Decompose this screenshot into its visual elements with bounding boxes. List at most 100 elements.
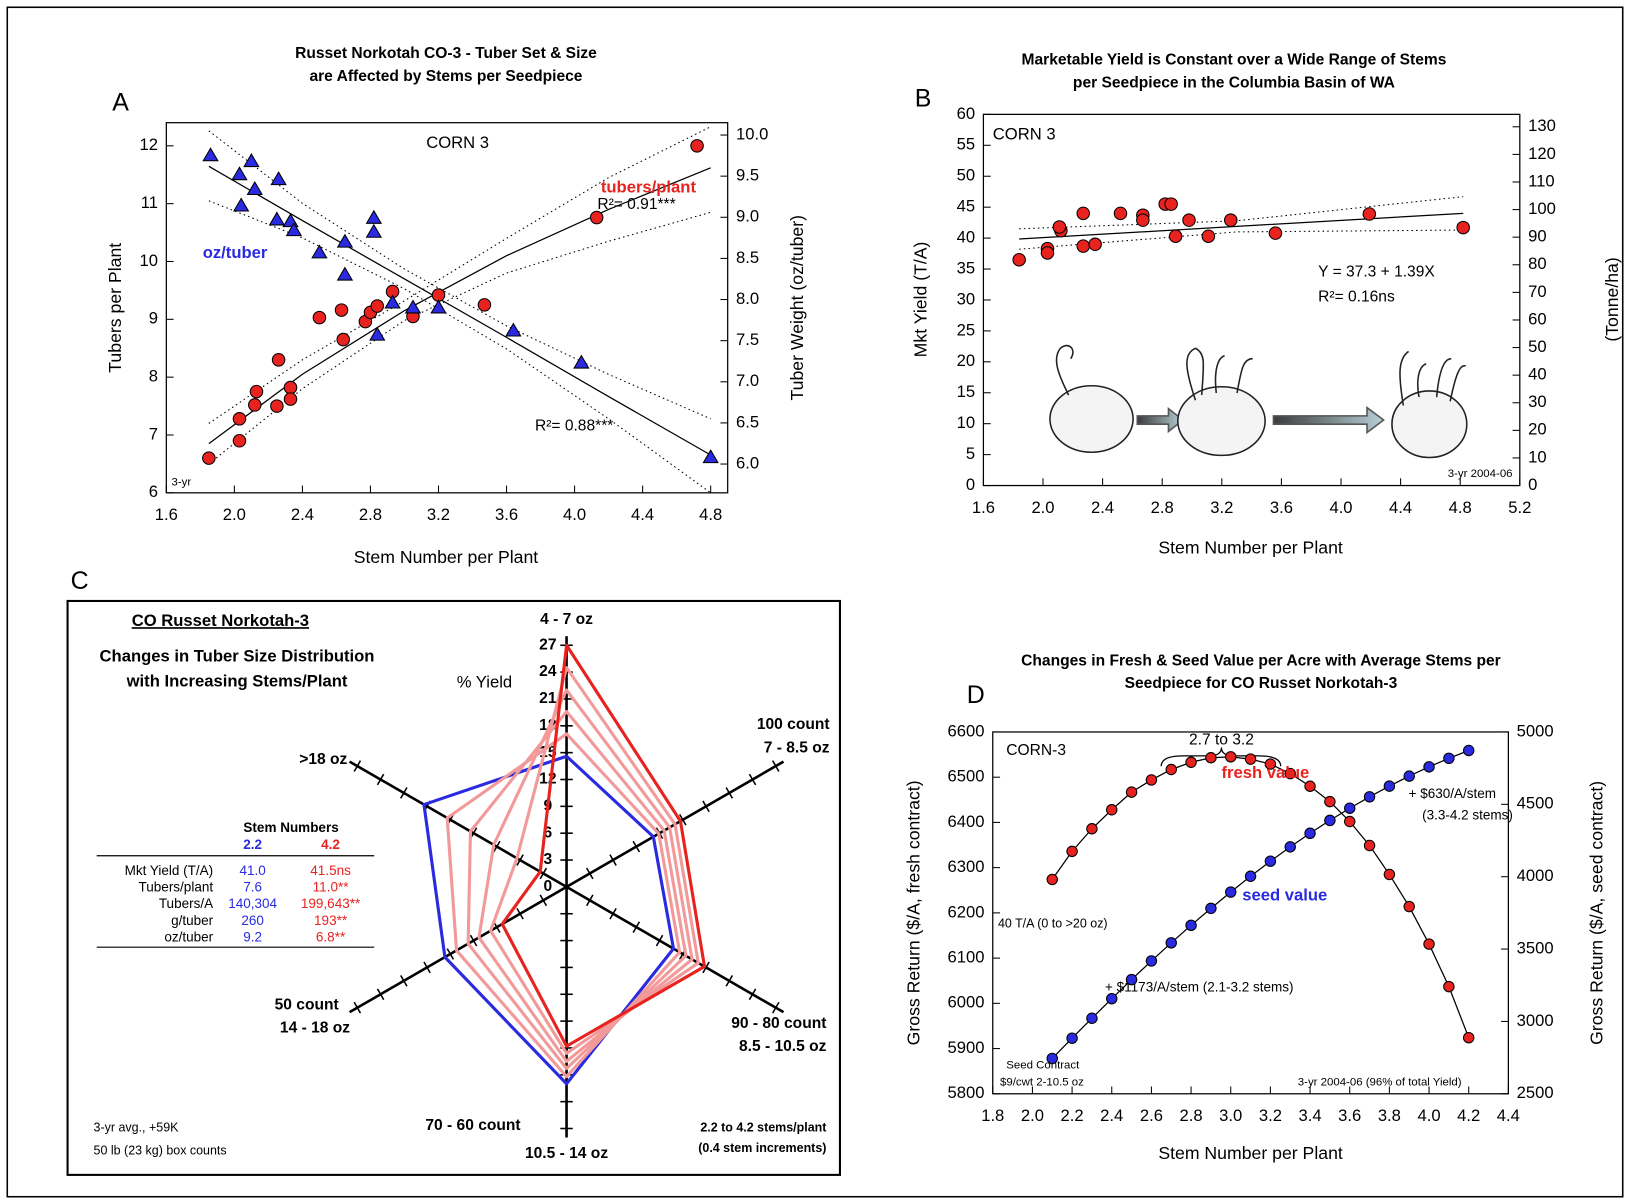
y-axis-label: Gross Return ($/A, fresh contract)	[903, 780, 923, 1045]
data-point	[335, 304, 347, 316]
y-tick-label: 8	[149, 367, 158, 386]
annotation: CORN-3	[1006, 742, 1066, 759]
x-tick-label: 4.8	[699, 505, 722, 524]
data-point	[1404, 901, 1414, 911]
data-point	[1206, 753, 1216, 763]
series-label: fresh value	[1221, 763, 1309, 782]
y-tick-label: 6	[149, 482, 158, 501]
annotation: R²= 0.16ns	[1318, 288, 1395, 305]
data-point	[337, 333, 349, 345]
x-tick-label: 2.8	[1180, 1106, 1203, 1125]
chart-title: Changes in Fresh & Seed Value per Acre w…	[1021, 652, 1501, 669]
table-row-label: Tubers/A	[159, 896, 213, 911]
table-row-label: Tubers/plant	[139, 879, 214, 894]
y2-tick-label: 80	[1528, 254, 1546, 273]
axis-category-label: 7 - 8.5 oz	[764, 740, 830, 757]
data-point	[371, 300, 383, 312]
data-point	[1384, 781, 1394, 791]
figure: 1.62.02.42.83.23.64.04.44.867891011126.0…	[0, 0, 1630, 1204]
y2-tick-label: 8.0	[736, 289, 759, 308]
annotation: 3-yr avg., +59K	[94, 1120, 180, 1134]
data-point	[1041, 247, 1053, 259]
data-point	[1206, 903, 1216, 913]
data-point	[284, 381, 296, 393]
data-point	[1186, 920, 1196, 930]
table-cell: 260	[241, 913, 264, 928]
data-point	[432, 289, 444, 301]
table-cell: 193**	[314, 913, 348, 928]
data-point	[272, 354, 284, 366]
y-tick-label: 15	[957, 382, 975, 401]
y2-tick-label: 20	[1528, 420, 1546, 439]
y2-tick-label: 8.5	[736, 248, 759, 267]
annotation: R²= 0.88***	[535, 417, 613, 434]
data-point	[1424, 939, 1434, 949]
y-tick-label: 20	[957, 351, 975, 370]
x-tick-label: 3.2	[427, 505, 450, 524]
y-axis-label: Mkt Yield (T/A)	[911, 242, 931, 358]
data-point	[1345, 816, 1355, 826]
x-tick-label: 5.2	[1508, 498, 1531, 517]
data-point	[233, 413, 245, 425]
data-point	[1067, 846, 1077, 856]
x-tick-label: 3.6	[495, 505, 518, 524]
x-tick-label: 4.4	[1497, 1106, 1520, 1125]
table-header: Stem Numbers	[243, 820, 338, 835]
data-point	[1166, 764, 1176, 774]
y2-tick-label: 60	[1528, 309, 1546, 328]
x-tick-label: 2.0	[1031, 498, 1054, 517]
axis-category-label: 10.5 - 14 oz	[525, 1145, 608, 1162]
data-point	[1126, 974, 1136, 984]
annotation: 3-yr 2004-06	[1448, 468, 1513, 480]
chart-title: Marketable Yield is Constant over a Wide…	[1021, 51, 1446, 68]
y-tick-label: 30	[957, 289, 975, 308]
annotation: CORN 3	[426, 133, 489, 152]
y2-tick-label: 6.5	[736, 412, 759, 431]
y-tick-label: 50	[957, 166, 975, 185]
y-tick-label: 6100	[947, 947, 984, 966]
x-tick-label: 3.6	[1338, 1106, 1361, 1125]
data-point	[1265, 856, 1275, 866]
annotation: 40 T/A (0 to >20 oz)	[998, 917, 1108, 931]
data-point	[1444, 753, 1454, 763]
x-tick-label: 1.6	[972, 498, 995, 517]
data-point	[691, 140, 703, 152]
data-point	[1169, 230, 1181, 242]
data-point	[1047, 874, 1057, 884]
axis-category-label: 4 - 7 oz	[540, 611, 593, 628]
potato	[1178, 387, 1265, 456]
y-tick-label: 45	[957, 197, 975, 216]
series-label: seed value	[1242, 886, 1327, 905]
x-tick-label: 4.0	[563, 505, 586, 524]
annotation: CORN 3	[993, 125, 1056, 144]
y-tick-label: 5800	[947, 1083, 984, 1102]
y-tick-label: 6400	[947, 812, 984, 831]
annotation: 2.7 to 3.2	[1189, 731, 1254, 748]
y2-tick-label: 30	[1528, 392, 1546, 411]
data-point	[1345, 803, 1355, 813]
panel-letter: D	[967, 681, 985, 709]
chart-title: are Affected by Stems per Seedpiece	[309, 68, 582, 85]
data-point	[250, 385, 262, 397]
y-tick-label: 7	[149, 424, 158, 443]
axis-category-label: 90 - 80 count	[731, 1015, 826, 1032]
y-tick-label: 40	[957, 227, 975, 246]
x-tick-label: 1.8	[981, 1106, 1004, 1125]
table-cell: 11.0**	[313, 879, 350, 894]
x-tick-label: 4.4	[631, 505, 654, 524]
data-point	[1087, 824, 1097, 834]
data-point	[1146, 775, 1156, 785]
data-point	[1363, 208, 1375, 220]
table-cell: 140,304	[228, 896, 277, 911]
y2-tick-label: 70	[1528, 282, 1546, 301]
table-column: 4.2	[321, 837, 340, 852]
axis-category-label: 50 count	[275, 997, 339, 1014]
potato	[1050, 386, 1133, 453]
annotation: (0.4 stem increments)	[698, 1141, 826, 1155]
table-cell: 199,643**	[301, 896, 361, 911]
y2-axis-label: (Tonne/ha)	[1602, 257, 1622, 341]
y2-tick-label: 9.5	[736, 166, 759, 185]
data-point	[1269, 227, 1281, 239]
series-label: oz/tuber	[203, 243, 268, 262]
r-tick-label: 3	[544, 851, 553, 868]
